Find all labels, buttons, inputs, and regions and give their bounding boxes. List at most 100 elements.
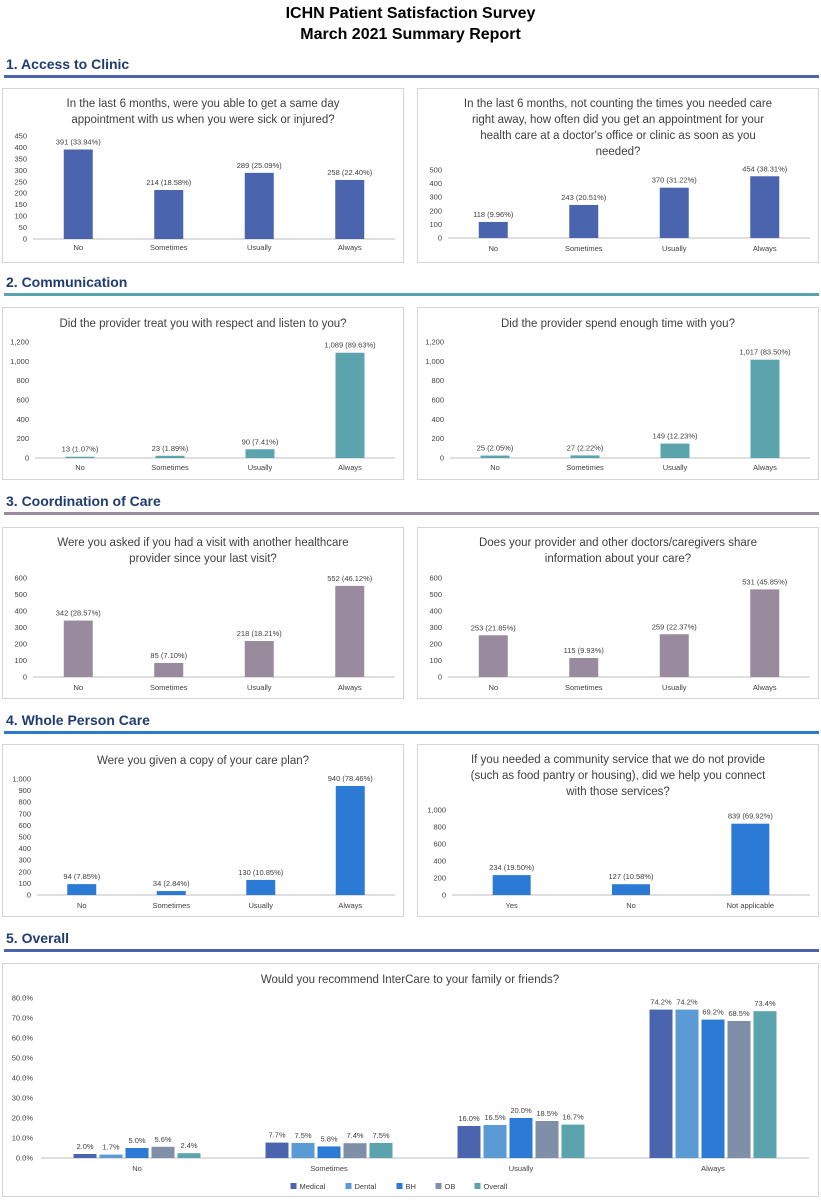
chart-title-line: If you needed a community service that w… xyxy=(471,754,765,766)
data-label: 5.6% xyxy=(154,1135,171,1144)
data-label: 1,089 (89.63%) xyxy=(324,341,376,350)
data-label: 1,017 (83.50%) xyxy=(739,348,791,357)
y-tick-label: 0 xyxy=(23,673,27,682)
chart-share-information: Does your provider and other doctors/car… xyxy=(417,527,819,699)
data-label: 68.5% xyxy=(728,1009,750,1018)
y-tick-label: 200 xyxy=(16,434,29,443)
y-tick-label: 700 xyxy=(18,809,31,818)
y-tick-label: 500 xyxy=(14,590,27,599)
bar xyxy=(659,187,689,238)
y-tick-label: 50 xyxy=(19,223,27,232)
y-tick-label: 1,000 xyxy=(427,806,446,815)
section-title: 3. Coordination of Care xyxy=(6,493,161,509)
chart-title-line: provider since your last visit? xyxy=(129,553,277,565)
section-rule xyxy=(4,75,819,78)
category-label: Yes xyxy=(506,901,518,910)
data-label: 7.4% xyxy=(346,1131,363,1140)
bar xyxy=(125,1148,149,1158)
bar xyxy=(65,456,95,458)
category-label: Sometimes xyxy=(310,1164,348,1173)
category-label: Usually xyxy=(662,683,687,692)
y-tick-label: 200 xyxy=(429,640,442,649)
data-label: 2.0% xyxy=(76,1142,93,1151)
y-tick-label: 100 xyxy=(429,656,442,665)
y-tick-label: 500 xyxy=(429,166,442,175)
chart-title-line: needed? xyxy=(596,146,641,158)
data-label: 149 (12.23%) xyxy=(652,432,698,441)
data-label: 74.2% xyxy=(676,998,698,1007)
y-tick-label: 40.0% xyxy=(12,1074,34,1083)
y-tick-label: 400 xyxy=(18,844,31,853)
data-label: 454 (38.31%) xyxy=(742,164,788,173)
y-tick-label: 450 xyxy=(14,132,27,141)
chart-title-line: health care at a doctor's office or clin… xyxy=(480,130,756,142)
bar xyxy=(246,879,276,895)
category-label: No xyxy=(77,901,87,910)
data-label: 94 (7.85%) xyxy=(63,872,100,881)
bar xyxy=(155,455,185,458)
bar xyxy=(154,190,184,239)
bar xyxy=(244,641,274,677)
category-label: Always xyxy=(753,683,777,692)
y-tick-label: 10.0% xyxy=(12,1134,34,1143)
bar xyxy=(509,1118,533,1158)
bar xyxy=(753,1011,777,1158)
data-label: 5.8% xyxy=(320,1134,337,1143)
bar xyxy=(73,1154,97,1158)
bar xyxy=(291,1143,315,1158)
bar xyxy=(154,662,184,677)
y-tick-label: 300 xyxy=(429,193,442,202)
bar xyxy=(265,1142,289,1158)
bar xyxy=(480,455,510,458)
bar xyxy=(177,1153,201,1158)
section-title: 5. Overall xyxy=(6,930,70,946)
bar xyxy=(659,634,689,677)
y-tick-label: 500 xyxy=(18,833,31,842)
y-tick-label: 200 xyxy=(14,640,27,649)
chart-title-line: In the last 6 months, not counting the t… xyxy=(464,98,772,110)
bar xyxy=(245,449,275,458)
category-label: Usually xyxy=(248,463,273,472)
section-coordination: 3. Coordination of Care xyxy=(4,493,819,515)
section-rule xyxy=(4,731,819,734)
category-label: Sometimes xyxy=(152,901,190,910)
y-tick-label: 70.0% xyxy=(12,1014,34,1023)
section-whole-person: 4. Whole Person Care xyxy=(4,712,819,734)
y-tick-label: 600 xyxy=(16,396,29,405)
data-label: 130 (10.85%) xyxy=(238,868,284,877)
data-label: 370 (31.22%) xyxy=(652,176,698,185)
legend-swatch xyxy=(435,1183,442,1189)
chart-title-line: information about your care? xyxy=(545,553,691,565)
bar xyxy=(750,589,780,677)
data-label: 1.7% xyxy=(102,1143,119,1152)
y-tick-label: 600 xyxy=(433,840,446,849)
legend-label: Overall xyxy=(484,1182,508,1191)
category-label: Not applicable xyxy=(727,901,775,910)
data-label: 127 (10.58%) xyxy=(608,872,654,881)
data-label: 73.4% xyxy=(754,999,776,1008)
data-label: 531 (45.85%) xyxy=(742,577,788,586)
category-label: Usually xyxy=(248,901,273,910)
data-label: 234 (19.50%) xyxy=(489,863,535,872)
chart-title-line: Would you recommend InterCare to your fa… xyxy=(261,974,559,986)
bar xyxy=(457,1126,481,1158)
chart-title-line: Did the provider treat you with respect … xyxy=(59,318,346,330)
y-tick-label: 600 xyxy=(431,396,444,405)
bar xyxy=(727,1021,751,1158)
chart-title-line: Does your provider and other doctors/car… xyxy=(479,537,757,549)
y-tick-label: 300 xyxy=(14,166,27,175)
y-tick-label: 80.0% xyxy=(12,994,34,1003)
y-tick-label: 400 xyxy=(429,179,442,188)
data-label: 2.4% xyxy=(180,1141,197,1150)
data-label: 214 (18.58%) xyxy=(146,178,192,187)
chart-care-plan-copy: Were you given a copy of your care plan?… xyxy=(2,744,404,917)
category-label: Sometimes xyxy=(150,683,188,692)
category-label: No xyxy=(73,243,83,252)
y-tick-label: 900 xyxy=(18,786,31,795)
y-tick-label: 50.0% xyxy=(12,1054,34,1063)
legend-swatch xyxy=(345,1183,352,1189)
data-label: 289 (25.09%) xyxy=(237,161,283,170)
section-title: 1. Access to Clinic xyxy=(6,56,130,72)
data-label: 115 (9.93%) xyxy=(564,646,605,655)
section-rule xyxy=(4,949,819,952)
